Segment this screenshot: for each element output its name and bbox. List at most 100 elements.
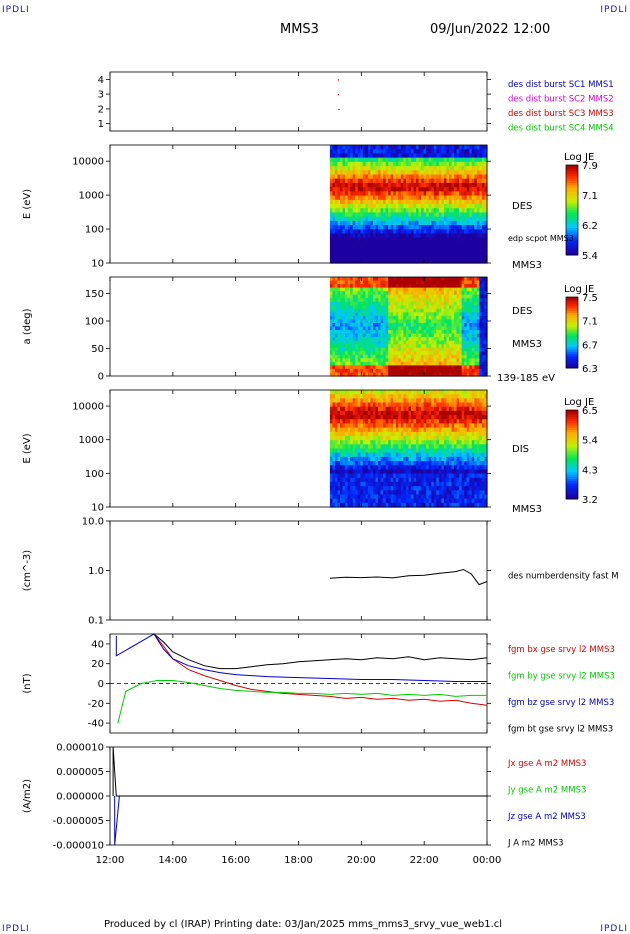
heatmap-cell — [481, 258, 486, 264]
heatmap-cell — [345, 246, 349, 251]
heatmap-cell — [461, 254, 465, 260]
heatmap-cell — [360, 337, 364, 342]
heatmap-cell — [451, 294, 455, 299]
heatmap-cell — [441, 233, 445, 239]
heatmap-cell — [426, 358, 430, 363]
heatmap-cell — [454, 298, 458, 303]
heatmap-cell — [416, 340, 420, 345]
heatmap-cell — [436, 490, 440, 496]
heatmap-cell — [464, 237, 468, 243]
heatmap-cell — [383, 294, 387, 299]
heatmap-cell — [372, 291, 377, 296]
heatmap-cell — [400, 254, 404, 260]
heatmap-cell — [342, 195, 346, 201]
heatmap-cell — [370, 195, 374, 201]
heatmap-cell — [388, 241, 392, 247]
heatmap-cell — [367, 191, 372, 197]
heatmap-cell — [426, 402, 430, 408]
heatmap-cell — [367, 354, 372, 359]
heatmap-cell — [388, 354, 392, 359]
heatmap-cell — [454, 354, 458, 359]
heatmap-cell — [398, 477, 402, 483]
heatmap-cell — [441, 178, 445, 184]
heatmap-cell — [385, 229, 389, 235]
heatmap-cell — [365, 258, 369, 264]
heatmap-cell — [484, 178, 488, 184]
heatmap-cell — [372, 277, 377, 282]
heatmap-cell — [345, 284, 349, 289]
heatmap-cell — [431, 254, 435, 260]
heatmap-cell — [446, 469, 450, 475]
heatmap-cell — [438, 250, 442, 256]
heatmap-cell — [461, 246, 465, 251]
heatmap-cell — [334, 340, 339, 345]
heatmap-cell — [393, 461, 397, 466]
heatmap-cell — [350, 444, 354, 450]
heatmap-cell — [332, 444, 336, 450]
corner-mark-top-right: IPDLI — [600, 5, 628, 15]
heatmap-cell — [372, 322, 377, 328]
heatmap-cell — [393, 212, 397, 218]
heatmap-cell — [416, 415, 420, 420]
heatmap-cell — [456, 170, 460, 176]
heatmap-cell — [405, 161, 410, 167]
heatmap-cell — [360, 368, 364, 374]
heatmap-cell — [340, 410, 344, 416]
heatmap-cell — [342, 166, 346, 171]
heatmap-cell — [474, 191, 478, 197]
heatmap-cell — [329, 398, 334, 404]
heatmap-cell — [413, 469, 417, 475]
heatmap-cell — [405, 494, 410, 500]
heatmap-cell — [367, 199, 372, 205]
heatmap-cell — [400, 351, 404, 356]
heatmap-cell — [360, 481, 364, 487]
colorbar-swatch — [566, 327, 578, 330]
heatmap-cell — [345, 333, 349, 338]
heatmap-cell — [403, 178, 407, 184]
heatmap-cell — [423, 372, 427, 377]
heatmap-cell — [474, 220, 478, 226]
heatmap-cell — [395, 237, 399, 243]
heatmap-cell — [334, 322, 339, 328]
heatmap-cell — [433, 456, 437, 462]
heatmap-cell — [378, 246, 382, 251]
heatmap-cell — [332, 280, 336, 285]
heatmap-cell — [479, 308, 483, 313]
heatmap-cell — [438, 398, 442, 404]
heatmap-cell — [481, 308, 486, 313]
heatmap-cell — [383, 469, 387, 475]
heatmap-cell — [413, 477, 417, 483]
heatmap-cell — [418, 419, 422, 425]
heatmap-cell — [360, 157, 364, 163]
heatmap-cell — [342, 277, 346, 282]
heatmap-cell — [410, 423, 415, 429]
heatmap-cell — [436, 294, 440, 299]
heatmap-cell — [413, 145, 417, 150]
heatmap-cell — [431, 330, 435, 335]
heatmap-cell — [393, 216, 397, 222]
heatmap-cell — [484, 368, 488, 374]
heatmap-cell — [365, 440, 369, 445]
heatmap-cell — [372, 435, 377, 441]
heatmap-cell — [416, 358, 420, 363]
heatmap-cell — [345, 170, 349, 176]
heatmap-cell — [471, 157, 475, 163]
heatmap-cell — [385, 490, 389, 496]
heatmap-cell — [421, 204, 425, 209]
heatmap-cell — [474, 258, 478, 264]
heatmap-cell — [421, 220, 425, 226]
heatmap-cell — [329, 440, 334, 445]
heatmap-cell — [416, 361, 420, 366]
heatmap-cell — [398, 344, 402, 349]
heatmap-cell — [342, 440, 346, 445]
heatmap-cell — [350, 494, 354, 500]
heatmap-cell — [367, 229, 372, 235]
heatmap-cell — [421, 333, 425, 338]
heatmap-cell — [380, 490, 384, 496]
heatmap-cell — [398, 452, 402, 458]
heatmap-cell — [405, 312, 410, 317]
heatmap-cell — [416, 398, 420, 404]
heatmap-cell — [464, 195, 468, 201]
heatmap-cell — [461, 153, 465, 159]
heatmap-cell — [340, 477, 344, 483]
